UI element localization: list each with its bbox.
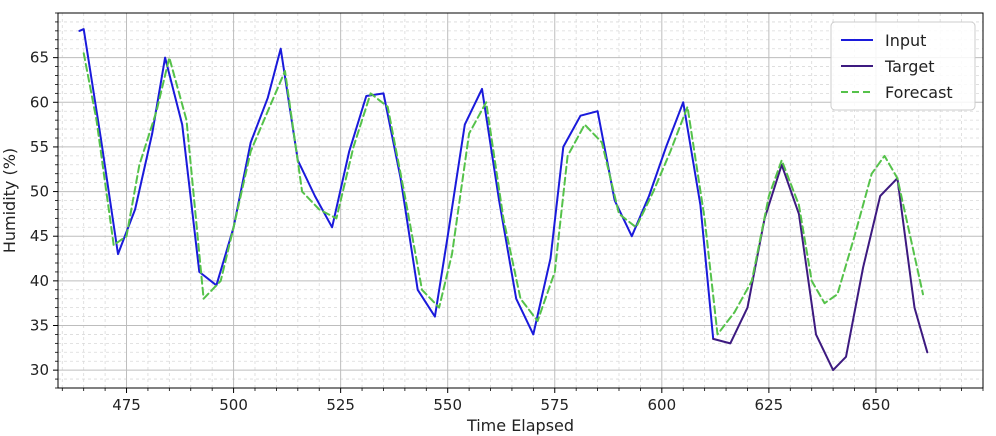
- legend-label-input: Input: [885, 31, 926, 50]
- y-axis-label: Humidity (%): [0, 148, 19, 253]
- y-tick-label: 45: [30, 227, 49, 245]
- legend-label-target: Target: [884, 57, 935, 76]
- legend-label-forecast: Forecast: [885, 83, 953, 102]
- x-tick-label: 650: [862, 396, 891, 414]
- y-tick-label: 65: [30, 49, 49, 67]
- y-tick-label: 40: [30, 272, 49, 290]
- x-tick-label: 575: [540, 396, 569, 414]
- x-tick-label: 500: [219, 396, 248, 414]
- y-tick-label: 35: [30, 317, 49, 335]
- series-line-input: [78, 28, 715, 340]
- y-tick-label: 30: [30, 361, 49, 379]
- series-layer: [78, 28, 929, 372]
- y-tick-label: 60: [30, 93, 49, 111]
- x-tick-label: 475: [112, 396, 141, 414]
- x-tick-label: 550: [433, 396, 462, 414]
- x-tick-label: 525: [326, 396, 355, 414]
- y-axis: 30 35 40 45 50 55 60 65: [30, 12, 58, 389]
- legend: Input Target Forecast: [830, 21, 976, 111]
- y-tick-label: 55: [30, 138, 49, 156]
- x-axis: 475 500 525 550 575 600 625 650: [61, 388, 984, 414]
- x-axis-label: Time Elapsed: [466, 416, 574, 435]
- x-tick-label: 600: [647, 396, 676, 414]
- y-tick-label: 50: [30, 183, 49, 201]
- series-line-target: [712, 163, 929, 372]
- legend-box: [830, 21, 976, 111]
- x-tick-label: 625: [755, 396, 784, 414]
- series-line-forecast: [82, 52, 924, 336]
